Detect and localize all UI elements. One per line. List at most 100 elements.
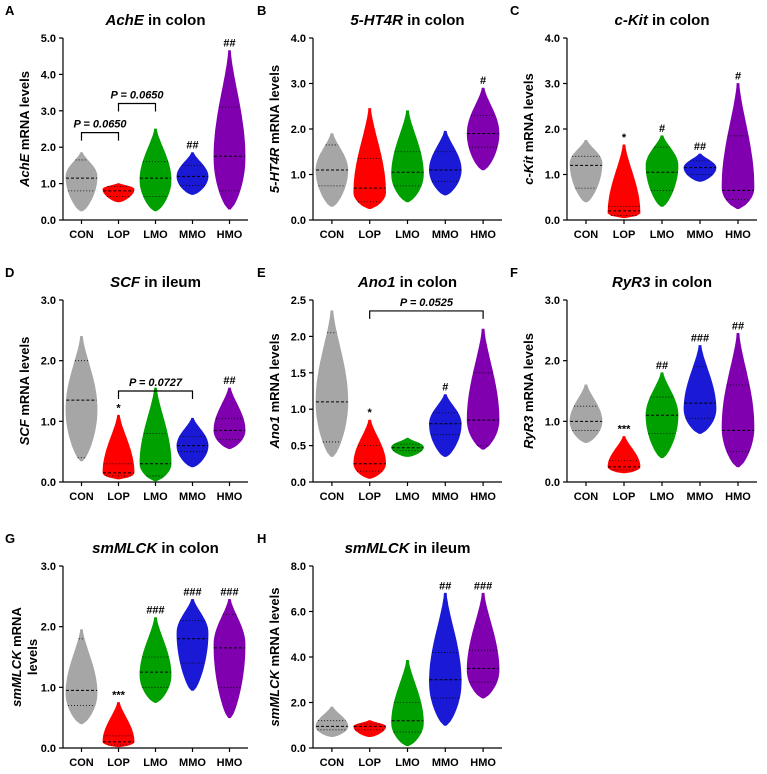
violin-lop xyxy=(102,414,135,480)
panel-title: RyR3 in colon xyxy=(612,274,712,291)
violin-hmo xyxy=(721,83,755,209)
violin-con xyxy=(65,336,98,462)
x-tick-label: MMO xyxy=(432,491,459,503)
violin-lop xyxy=(607,144,641,219)
y-tick-label: 1.0 xyxy=(41,416,56,428)
x-tick-label: HMO xyxy=(470,491,496,503)
panel-title: smMLCK in ileum xyxy=(345,540,471,557)
comparison-bracket xyxy=(117,102,157,112)
x-tick-label: LOP xyxy=(613,491,636,503)
y-axis-label: smMLCK mRNA levels xyxy=(267,588,282,727)
panel-title-gene: RyR3 xyxy=(612,274,651,291)
significance-mark: ### xyxy=(146,605,164,617)
y-tick-label: 0.0 xyxy=(291,477,306,489)
significance-mark: ### xyxy=(220,586,238,598)
y-tick-label: 1.0 xyxy=(291,170,306,182)
y-tick-label: 2.0 xyxy=(291,698,306,710)
violin-mmo xyxy=(428,592,462,726)
panel-title-gene: smMLCK xyxy=(92,540,158,557)
violin-hmo xyxy=(466,328,500,450)
y-axis-label-gene: c-Kit xyxy=(521,155,536,185)
panel-title-rest: in colon xyxy=(648,12,710,29)
panel-a: A AchE in colon 0.0 1.0 2.0 3.0 4.0 5.0 AchE mRN… xyxy=(5,3,248,241)
x-tick-label: CON xyxy=(574,491,599,503)
x-tick-label: CON xyxy=(320,757,345,769)
y-tick-label: 2.0 xyxy=(41,142,56,154)
x-tick-label: LMO xyxy=(143,491,168,503)
violin-lop xyxy=(102,183,135,203)
x-tick-label: HMO xyxy=(217,229,243,241)
bracket-label: P = 0.0650 xyxy=(73,119,127,131)
y-axis-label: smMLCK mRNA xyxy=(9,607,24,707)
x-tick-label: HMO xyxy=(217,757,243,769)
panel-title-gene: 5-HT4R xyxy=(350,12,403,29)
bracket-label: P = 0.0525 xyxy=(400,297,454,309)
significance-mark: # xyxy=(659,123,665,135)
panel-title: smMLCK in colon xyxy=(92,540,219,557)
violin-mmo xyxy=(683,345,717,434)
y-tick-label: 8.0 xyxy=(291,561,306,573)
y-axis-label: RyR3 mRNA levels xyxy=(521,333,536,449)
panel-title-rest: in colon xyxy=(650,274,712,291)
y-axis-label: SCF mRNA levels xyxy=(17,337,32,446)
violin-hmo xyxy=(721,333,755,468)
violin-lmo xyxy=(139,387,172,482)
significance-mark: * xyxy=(622,132,627,144)
violin-lmo xyxy=(139,617,172,703)
bracket-label: P = 0.0727 xyxy=(129,377,183,389)
x-tick-label: LOP xyxy=(358,757,381,769)
y-tick-label: 2.5 xyxy=(291,295,306,307)
panel-letter: D xyxy=(5,265,14,280)
violin-lop xyxy=(353,419,387,479)
x-tick-label: LOP xyxy=(358,491,381,503)
comparison-bracket xyxy=(369,310,484,319)
y-tick-label: 5.0 xyxy=(41,33,56,45)
violin-lop xyxy=(102,702,135,748)
x-tick-label: MMO xyxy=(432,757,459,769)
significance-mark: ### xyxy=(474,580,492,592)
violin-con xyxy=(65,152,98,212)
violin-lop xyxy=(607,436,641,474)
y-tick-label: 2.0 xyxy=(291,124,306,136)
y-tick-label: 0.0 xyxy=(545,477,560,489)
y-tick-label: 3.0 xyxy=(291,79,306,91)
x-tick-label: MMO xyxy=(687,229,714,241)
violin-mmo xyxy=(176,417,209,468)
x-tick-label: LOP xyxy=(358,229,381,241)
bracket-label: P = 0.0650 xyxy=(110,90,164,102)
y-tick-label: 4.0 xyxy=(545,33,560,45)
x-tick-label: CON xyxy=(320,229,345,241)
y-tick-label: 1.0 xyxy=(41,179,56,191)
y-tick-label: 0.5 xyxy=(291,441,306,453)
x-tick-label: LMO xyxy=(143,757,168,769)
panel-title-gene: SCF xyxy=(110,274,141,291)
y-tick-label: 0.0 xyxy=(41,743,56,755)
violin-con xyxy=(65,629,98,725)
y-axis-label-gene: Ano1 xyxy=(267,416,282,450)
y-axis-label-gene: 5-HT4R xyxy=(267,147,282,193)
panel-letter: G xyxy=(5,531,15,546)
y-tick-label: 1.0 xyxy=(545,416,560,428)
comparison-bracket xyxy=(80,132,120,141)
significance-mark: ## xyxy=(439,580,451,592)
violin-hmo xyxy=(213,387,246,449)
panel-title: AchE in colon xyxy=(104,12,205,29)
y-tick-label: 0.0 xyxy=(41,477,56,489)
x-tick-label: LOP xyxy=(107,757,130,769)
y-axis-label-rest: mRNA levels xyxy=(267,588,282,671)
x-tick-label: LOP xyxy=(107,491,130,503)
violin-lmo xyxy=(645,135,679,207)
x-tick-label: MMO xyxy=(179,491,206,503)
significance-mark: ### xyxy=(183,586,201,598)
violin-hmo xyxy=(466,87,500,171)
panel-title-rest: in colon xyxy=(144,12,206,29)
significance-mark: * xyxy=(116,402,121,414)
x-tick-label: LMO xyxy=(395,491,420,503)
significance-mark: ## xyxy=(223,38,235,50)
panel-title-gene: AchE xyxy=(104,12,144,29)
violin-lop xyxy=(353,108,387,209)
y-axis-label-line2: levels xyxy=(25,639,40,675)
y-axis-label-gene: smMLCK xyxy=(9,649,24,707)
significance-mark: *** xyxy=(112,690,126,702)
